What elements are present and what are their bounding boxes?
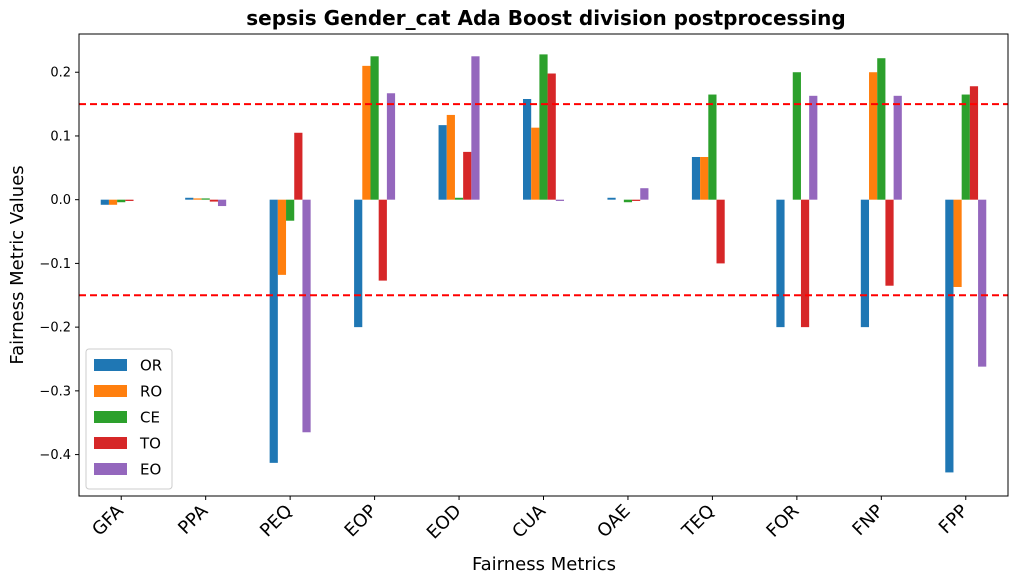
bar-ro-gfa	[108, 199, 118, 205]
bar-ro-teq	[700, 156, 709, 200]
bar-to-eod	[463, 151, 472, 200]
bar-to-eop	[378, 199, 387, 281]
bar-or-ppa	[185, 197, 194, 200]
x-tick-label-eod: EOD	[423, 501, 466, 544]
bar-ro-fpp	[953, 199, 962, 287]
bar-eo-ppa	[217, 199, 227, 207]
legend-label-ce: CE	[140, 409, 160, 427]
bar-eo-fpp	[978, 199, 987, 367]
legend-swatch-to	[94, 437, 127, 449]
x-tick-label-ppa: PPA	[174, 500, 213, 539]
legend-swatch-ce	[94, 411, 127, 423]
bar-ro-peq	[277, 199, 287, 275]
bar-to-fpp	[969, 86, 979, 200]
legend-box	[85, 348, 173, 490]
bar-ce-oae	[623, 199, 633, 203]
bar-or-fpp	[945, 199, 954, 473]
bar-ce-peq	[286, 199, 295, 221]
legend-label-ro: RO	[140, 383, 162, 401]
y-tick-label: −0.3	[39, 384, 71, 399]
bar-ro-fnp	[869, 72, 878, 200]
legend-swatch-ro	[94, 385, 127, 397]
bar-to-gfa	[125, 199, 134, 201]
bar-ce-eod	[454, 197, 464, 200]
x-tick-label-gfa: GFA	[88, 500, 128, 540]
legend-label-to: TO	[139, 435, 161, 453]
y-tick-label: −0.2	[39, 321, 71, 336]
bar-ce-teq	[708, 94, 717, 200]
x-tick-label-fpp: FPP	[935, 501, 973, 539]
bar-ro-eod	[446, 114, 455, 200]
legend-swatch-or	[94, 359, 127, 371]
bar-eo-eod	[471, 56, 480, 200]
bar-eo-peq	[302, 199, 311, 433]
bar-ce-for	[792, 72, 801, 200]
bar-ce-cua	[539, 54, 548, 200]
bar-ce-fpp	[961, 94, 970, 200]
bar-eo-cua	[555, 199, 564, 201]
y-tick-label: −0.4	[39, 448, 71, 463]
bar-or-teq	[691, 156, 701, 200]
bar-eo-for	[809, 95, 818, 200]
bar-to-ppa	[209, 199, 218, 202]
legend-label-eo: EO	[140, 461, 161, 479]
y-tick-label: 0.0	[50, 193, 71, 208]
x-tick-label-teq: TEQ	[678, 501, 719, 542]
x-tick-label-eop: EOP	[341, 501, 382, 542]
bar-ro-ppa	[193, 198, 202, 200]
x-tick-label-cua: CUA	[508, 500, 550, 542]
y-tick-label: −0.1	[39, 257, 71, 272]
bar-ro-cua	[531, 127, 540, 200]
bar-eo-oae	[640, 188, 649, 200]
x-tick-label-fnp: FNP	[848, 501, 887, 540]
x-tick-label-peq: PEQ	[256, 501, 297, 542]
bar-ro-eop	[362, 65, 371, 200]
bar-to-oae	[632, 199, 641, 201]
bar-ce-fnp	[877, 58, 886, 200]
bar-to-cua	[547, 73, 556, 200]
bar-to-peq	[294, 132, 303, 200]
bar-or-fnp	[860, 199, 870, 328]
bar-or-gfa	[100, 199, 109, 205]
x-axis-label: Fairness Metrics	[472, 554, 616, 575]
y-axis-label: Fairness Metric Values	[7, 165, 28, 364]
x-tick-label-oae: OAE	[593, 501, 634, 542]
bar-to-fnp	[885, 199, 894, 286]
plot-area: −0.4 −0.3 −0.2 −0.1 0.0 0.1 0.2 GFA PPA PEQ EOP EOD…	[39, 33, 1009, 544]
legend-label-or: OR	[140, 357, 162, 375]
bar-or-cua	[523, 99, 532, 200]
bar-or-peq	[269, 199, 278, 463]
bar-or-for	[776, 199, 785, 328]
bar-ce-ppa	[201, 198, 210, 200]
y-tick-label: 0.2	[50, 66, 71, 81]
bar-to-for	[800, 199, 810, 328]
bar-to-teq	[716, 199, 725, 264]
bar-eo-fnp	[893, 95, 902, 200]
bar-eo-eop	[386, 93, 396, 200]
legend-swatch-eo	[94, 463, 127, 475]
bar-ce-gfa	[117, 199, 126, 203]
chart-title: sepsis Gender_cat Ada Boost division pos…	[246, 6, 846, 30]
bar-or-oae	[607, 197, 616, 200]
bar-ce-eop	[370, 56, 379, 200]
legend: OR RO CE TO EO	[85, 348, 173, 490]
bar-or-eop	[354, 199, 363, 328]
y-tick-label: 0.1	[50, 129, 71, 144]
x-tick-label-for: FOR	[762, 501, 803, 542]
bar-or-eod	[438, 125, 447, 200]
